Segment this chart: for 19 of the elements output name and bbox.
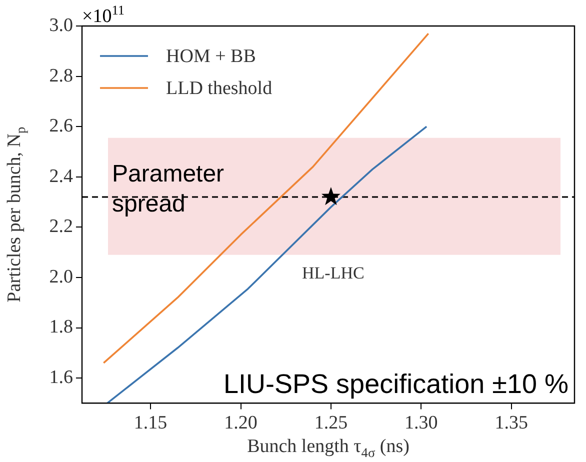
annotation: LIU-SPS specification ±10 % [224,369,569,400]
x-tick-label: 1.20 [224,412,258,434]
x-tick-label: 1.30 [404,412,438,434]
y-tick-label: 2.6 [49,116,73,137]
y-tick-label: 1.6 [49,367,73,388]
legend-label: LLD theshold [166,78,273,99]
y-tick-label: 2.2 [49,216,73,238]
x-tick-label: 1.15 [134,412,168,434]
y-tick-label: 2.0 [49,266,73,288]
legend-label: HOM + BB [166,46,256,67]
y-axis-title: Particles per bunch, Np [4,126,28,302]
x-tick-label: 1.25 [314,412,348,434]
y-tick-label: 3.0 [49,14,73,36]
x-tick-label: 1.35 [494,412,528,434]
y-tick-label: 2.8 [49,65,73,86]
y-tick-label: 2.4 [49,166,74,187]
y-tick-label: 1.8 [49,316,73,338]
annotation: HL-LHC [302,264,364,283]
band-label: Parameter spread [112,160,224,218]
